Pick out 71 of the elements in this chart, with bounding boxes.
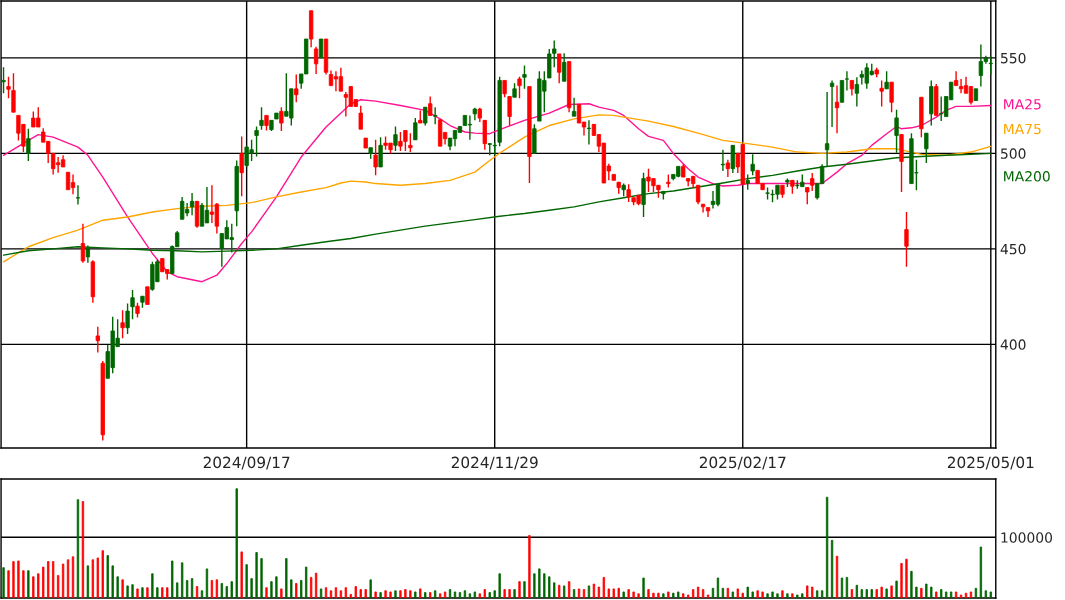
candlestick: [879, 79, 884, 108]
candlestick: [179, 196, 185, 220]
candlestick: [854, 76, 860, 108]
candlestick: [829, 79, 835, 128]
candlestick: [204, 186, 210, 224]
candlestick: [750, 153, 755, 177]
candlestick: [988, 55, 993, 75]
candlestick: [482, 119, 487, 151]
y-tick-label: 550: [1001, 52, 1026, 64]
candlestick: [294, 73, 299, 103]
candlestick: [467, 114, 473, 141]
candlestick: [125, 302, 130, 335]
candlestick: [333, 70, 339, 92]
y-tick-label: 500: [1001, 148, 1026, 159]
x-tick-label: 2025/02/17: [699, 456, 786, 470]
candlestick: [318, 38, 324, 59]
y-tick-label: 400: [1000, 339, 1026, 350]
candlestick: [507, 95, 512, 127]
candlestick: [730, 144, 735, 174]
candlestick: [517, 75, 522, 99]
candlestick: [562, 52, 567, 82]
series-label: MA200: [1004, 171, 1050, 182]
candlestick: [95, 326, 100, 354]
candlestick: [413, 117, 418, 141]
candlestick: [433, 106, 438, 126]
candlestick: [254, 125, 259, 158]
candlestick: [279, 106, 284, 132]
candlestick: [953, 70, 959, 87]
candlestick: [11, 72, 16, 113]
candlestick: [189, 192, 195, 216]
line-series: [2, 99, 992, 283]
candlestick: [695, 184, 701, 205]
y-tick-label: 100000: [1001, 532, 1053, 543]
series-label: MA75: [1004, 123, 1041, 135]
candlestick: [894, 109, 899, 154]
candlestick: [75, 184, 81, 206]
candlestick: [313, 45, 319, 75]
candlestick: [428, 95, 433, 117]
series-label: MA25: [1004, 98, 1041, 110]
candlestick: [70, 173, 76, 195]
candlestick: [199, 202, 205, 227]
candlestick: [393, 125, 398, 152]
candlestick: [978, 43, 984, 88]
candlestick: [522, 64, 527, 90]
candlestick: [958, 78, 964, 94]
candlestick: [839, 79, 845, 103]
candlestick: [358, 105, 363, 130]
candlestick: [80, 222, 86, 264]
candlestick: [209, 184, 215, 224]
candlestick: [844, 70, 850, 92]
candlestick: [715, 183, 721, 207]
candlestick: [120, 309, 125, 339]
candlestick: [889, 81, 894, 113]
candlestick: [378, 136, 383, 168]
x-tick-label: 2024/11/29: [451, 456, 538, 470]
candlestick: [130, 289, 135, 321]
candlestick: [259, 106, 264, 131]
y-tick-label: 450: [1000, 243, 1026, 255]
candlestick: [904, 211, 909, 268]
candlestick: [26, 128, 31, 162]
candlestick: [557, 53, 562, 84]
candlestick: [338, 67, 344, 92]
candlestick: [6, 75, 11, 99]
x-tick-label: 2025/05/01: [947, 456, 1034, 470]
candlestick: [423, 106, 428, 127]
candlestick: [373, 139, 378, 177]
x-tick-label: 2024/09/17: [203, 456, 290, 470]
candlestick: [239, 135, 244, 198]
candlestick: [408, 132, 413, 153]
candlestick: [55, 156, 61, 174]
candlestick: [571, 97, 577, 117]
